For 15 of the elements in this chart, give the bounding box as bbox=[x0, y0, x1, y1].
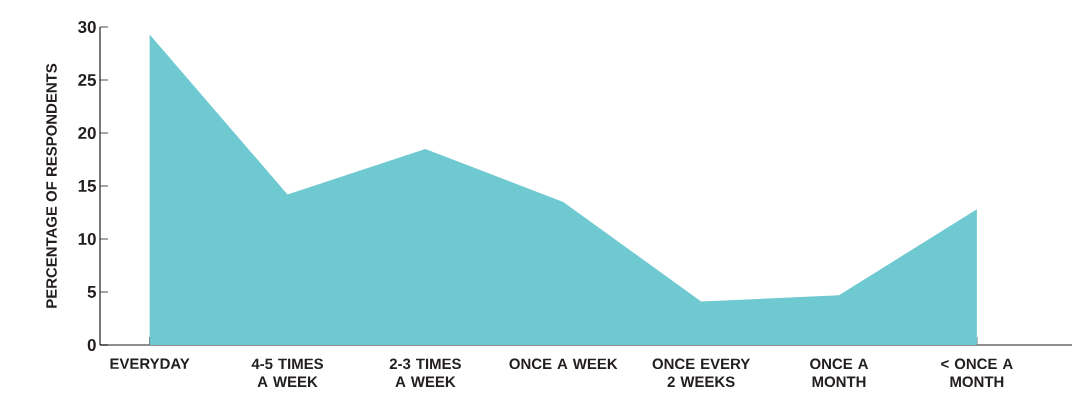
y-tick-label: 20 bbox=[78, 127, 96, 139]
y-tick-label: 5 bbox=[87, 286, 97, 298]
x-tick-label: 4-5 TIMES A WEEK bbox=[251, 358, 324, 387]
x-tick-label: ONCE A WEEK bbox=[509, 358, 618, 370]
x-tick-label: ONCE EVERY 2 WEEKS bbox=[652, 358, 751, 388]
y-tick-label: 10 bbox=[78, 233, 96, 245]
x-tick-label: EVERYDAY bbox=[110, 358, 190, 369]
y-tick-label: 0 bbox=[87, 339, 96, 351]
y-tick-label: 30 bbox=[78, 20, 96, 33]
y-tick-label: 25 bbox=[78, 74, 97, 86]
y-tick-label: 15 bbox=[78, 180, 97, 192]
x-tick-label: 2-3 TIMES A WEEK bbox=[389, 358, 461, 387]
y-axis-title: PERCENTAGE OF RESPONDENTS bbox=[46, 63, 57, 308]
x-tick-label: ONCE A MONTH bbox=[810, 358, 869, 388]
x-tick-label: < ONCE A MONTH bbox=[941, 358, 1013, 388]
